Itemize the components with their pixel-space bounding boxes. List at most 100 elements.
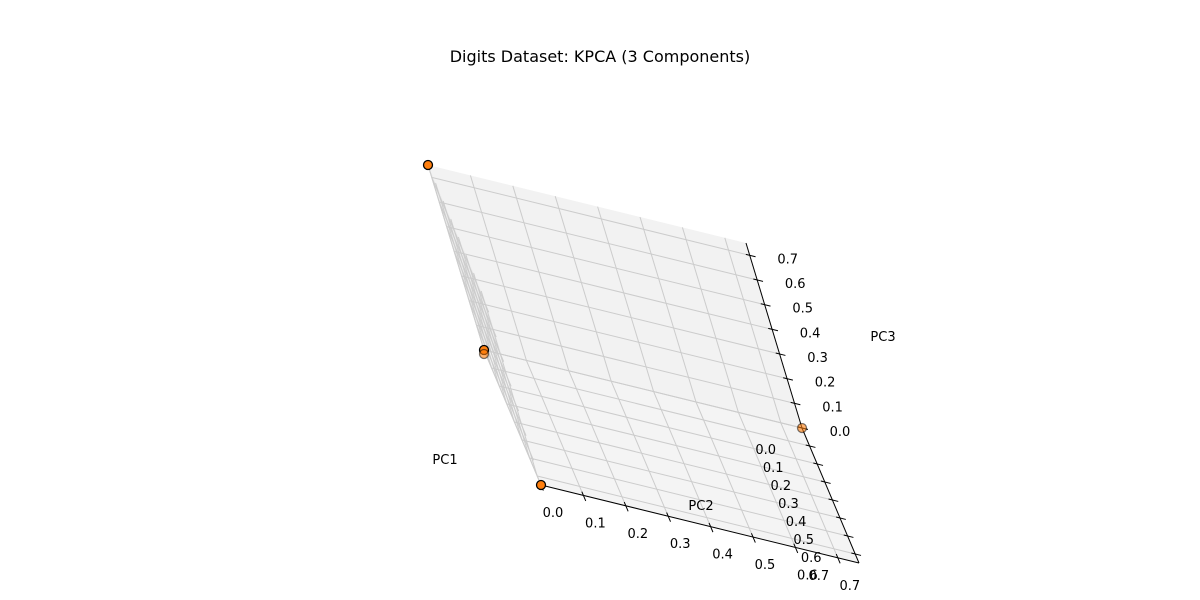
gridline-z-back bbox=[446, 226, 765, 306]
gridline-y-floor bbox=[525, 360, 584, 496]
x-tick-label: 0.6 bbox=[801, 551, 822, 566]
z-tick-label: 0.5 bbox=[792, 302, 813, 317]
x-tick bbox=[843, 534, 854, 538]
gridline-y-back bbox=[724, 237, 782, 423]
z-tick-label: 0.3 bbox=[807, 351, 828, 366]
z-axis-line bbox=[745, 242, 803, 429]
gridline-x-side bbox=[457, 236, 515, 423]
gridline-z-back bbox=[468, 300, 788, 380]
y-tick bbox=[835, 553, 841, 564]
x-tick-label: 0.1 bbox=[763, 461, 784, 476]
y-tick-label: 0.2 bbox=[627, 527, 648, 542]
x-tick-label: 0.7 bbox=[809, 569, 830, 584]
gridline-y-floor bbox=[737, 412, 796, 548]
gridline-x-side bbox=[442, 200, 500, 387]
z-tick bbox=[753, 278, 764, 282]
x-tick-label: 0.4 bbox=[786, 515, 807, 530]
gridline-y-floor bbox=[695, 401, 754, 538]
y-tick bbox=[666, 512, 671, 522]
z-tick bbox=[745, 253, 756, 258]
gridline-y-back bbox=[427, 164, 485, 351]
y-tick-label: 0.4 bbox=[712, 548, 733, 563]
chart-title: Digits Dataset: KPCA (3 Components) bbox=[449, 47, 751, 66]
y-tick bbox=[793, 543, 799, 554]
z-tick bbox=[768, 327, 779, 332]
scatter-point bbox=[535, 479, 547, 491]
gridline-x-side bbox=[473, 272, 531, 459]
gridline-x-side bbox=[465, 254, 523, 441]
gridline-x-floor bbox=[521, 439, 841, 519]
z-tick-label: 0.6 bbox=[785, 277, 806, 292]
gridline-z-side bbox=[453, 251, 512, 387]
y-tick-label: 0.0 bbox=[543, 506, 564, 521]
gridline-x-floor bbox=[537, 475, 856, 555]
y-tick bbox=[581, 491, 587, 502]
z-tick bbox=[790, 401, 801, 406]
gridline-x-side bbox=[435, 182, 493, 369]
gridline-z-back bbox=[483, 349, 803, 429]
z-tick bbox=[760, 303, 771, 307]
gridline-y-floor bbox=[653, 391, 712, 527]
x-tick-label: 0.0 bbox=[755, 443, 776, 458]
gridline-x-floor bbox=[506, 403, 825, 483]
gridline-z-side bbox=[483, 349, 542, 486]
x-tick-label: 0.5 bbox=[793, 533, 814, 548]
gridline-y-floor bbox=[610, 381, 669, 517]
gridline-z-side bbox=[468, 300, 527, 436]
scatter-point bbox=[478, 348, 490, 360]
z-tick-label: 0.2 bbox=[815, 376, 836, 391]
z-tick-label: 0.1 bbox=[822, 400, 843, 415]
z-tick bbox=[783, 377, 794, 381]
scatter-point bbox=[422, 159, 434, 171]
x-tick bbox=[813, 462, 824, 466]
gridline-y-back bbox=[639, 216, 697, 403]
gridline-x-floor bbox=[514, 421, 833, 501]
x-tick bbox=[828, 498, 839, 502]
gridline-x-side bbox=[480, 290, 538, 477]
scatter-point bbox=[796, 422, 808, 434]
y-tick bbox=[750, 533, 756, 543]
gridline-z-back bbox=[476, 324, 795, 404]
y-tick bbox=[623, 501, 629, 512]
y-axis-line bbox=[540, 484, 860, 564]
x-tick bbox=[835, 516, 846, 520]
y-tick-label: 0.5 bbox=[755, 558, 776, 573]
z-tick-label: 0.7 bbox=[777, 252, 798, 267]
y-tick-label: 0.6 bbox=[797, 568, 818, 583]
x-axis-label: PC1 bbox=[432, 453, 457, 468]
y-tick-label: 0.1 bbox=[585, 516, 606, 531]
gridline-z-side bbox=[438, 201, 497, 338]
x-tick-label: 0.2 bbox=[771, 479, 792, 494]
gridline-z-back bbox=[439, 201, 758, 281]
gridline-x-side bbox=[450, 218, 508, 405]
floor-pane bbox=[484, 350, 859, 563]
gridline-x-floor bbox=[491, 367, 810, 447]
gridline-x-floor bbox=[529, 457, 848, 537]
gridline-z-back bbox=[454, 250, 773, 330]
z-tick bbox=[775, 352, 786, 356]
gridline-z-back bbox=[461, 275, 780, 355]
z-axis-label: PC3 bbox=[870, 330, 895, 345]
gridline-x-floor bbox=[499, 385, 818, 465]
gridline-y-back bbox=[469, 175, 527, 361]
gridline-z-side bbox=[431, 177, 490, 313]
x-tick-label: 0.3 bbox=[778, 497, 799, 512]
y-tick-label: 0.7 bbox=[839, 579, 860, 594]
x-tick bbox=[805, 444, 816, 448]
x-tick bbox=[851, 552, 862, 556]
gridline-z-side bbox=[446, 226, 505, 362]
x-tick bbox=[820, 480, 831, 484]
gridline-y-floor bbox=[568, 370, 627, 506]
gridline-y-back bbox=[597, 206, 655, 392]
x-axis-line bbox=[801, 427, 860, 564]
y-tick-label: 0.3 bbox=[670, 537, 691, 552]
y-tick bbox=[708, 522, 714, 533]
z-tick-label: 0.4 bbox=[800, 326, 821, 341]
y-axis-label: PC2 bbox=[688, 499, 713, 514]
z-tick-label: 0.0 bbox=[830, 425, 851, 440]
gridline-y-floor bbox=[780, 422, 839, 558]
gridline-z-back bbox=[431, 176, 750, 256]
gridline-y-back bbox=[512, 185, 570, 371]
